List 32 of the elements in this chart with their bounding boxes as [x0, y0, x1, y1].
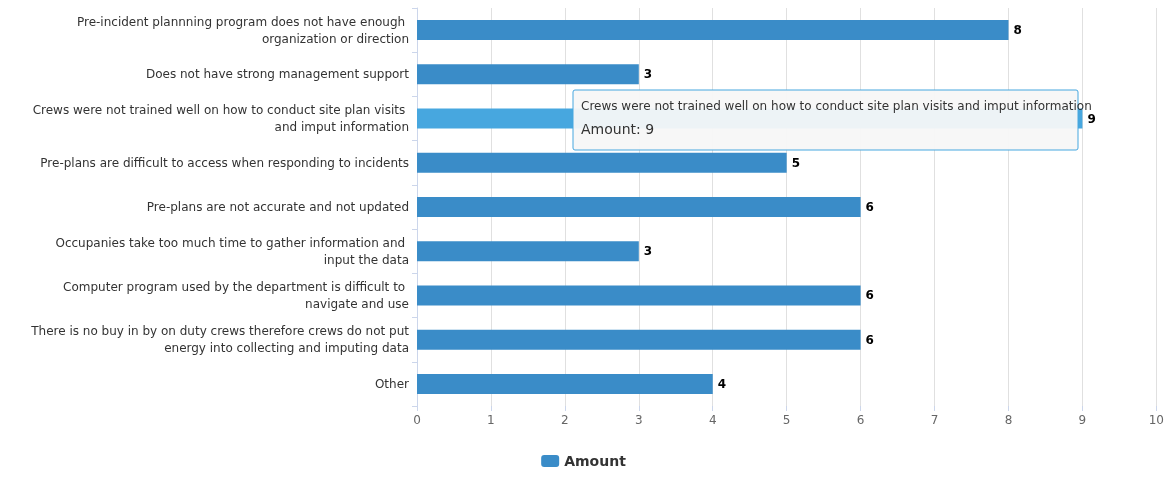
x-tick-label: 3: [634, 413, 643, 427]
y-tick-label: Occupanies take too much time to gather information and input the data: [55, 235, 409, 267]
y-tick-label: There is no buy in by on duty crews therefore crews do not put energy into collecting and imputing data: [30, 324, 410, 356]
y-tick-label: Other: [374, 376, 410, 391]
data-label: 4: [717, 376, 727, 391]
y-tick-label: Does not have strong management support: [145, 67, 410, 82]
x-tick-label: 9: [1078, 413, 1087, 427]
data-label: 9: [1087, 111, 1096, 126]
data-label: 5: [791, 155, 801, 170]
x-tick-label: 5: [782, 413, 791, 427]
y-tick-label: Pre-plans are difficult to access when responding to incidents: [40, 155, 409, 170]
data-label: 6: [865, 288, 874, 303]
x-tick-label: 6: [856, 413, 865, 427]
y-tick-label: Pre-plans are not accurate and not updated: [146, 200, 409, 214]
x-tick-label: 1: [487, 413, 495, 427]
x-tick-label: 7: [930, 413, 939, 427]
x-tick-label: 8: [1004, 413, 1013, 427]
annotation: Crews were not trained well on how to conduct site plan visits and imput information: [581, 99, 1092, 113]
y-tick-label: Pre-incident plannning program does not have enough organization or direction: [76, 14, 409, 46]
data-label: 3: [643, 244, 653, 259]
x-tick-label: 2: [561, 413, 569, 427]
annotation: Amount: 9: [581, 121, 655, 137]
legend-label: Amount: [564, 453, 627, 469]
y-tick-label: Crews were not trained well on how to conduct site plan visits and imput information: [32, 103, 409, 135]
data-label: 3: [643, 67, 653, 82]
x-tick-label: 4: [708, 413, 717, 427]
y-tick-label: Computer program used by the department is difficult to navigate and use: [63, 279, 409, 311]
data-label: 6: [865, 332, 874, 347]
data-label: 8: [1013, 23, 1022, 38]
x-tick-label: 0: [413, 413, 421, 427]
x-tick-label: 10: [1148, 413, 1165, 427]
data-label: 6: [865, 200, 874, 214]
